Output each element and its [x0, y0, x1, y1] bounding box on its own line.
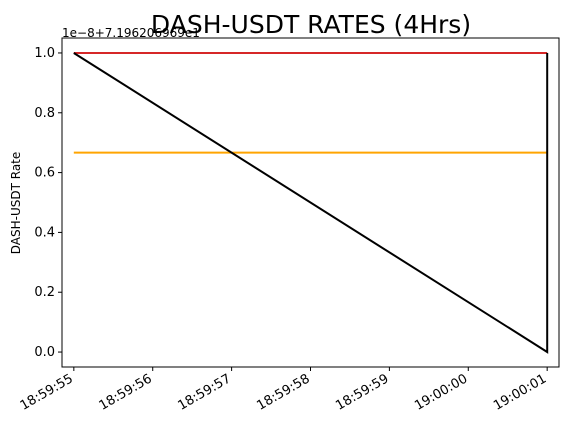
x-tick-label: 19:00:00	[412, 371, 470, 413]
x-tick-label: 18:59:57	[176, 371, 234, 413]
y-tick-label: 0.4	[34, 225, 55, 240]
x-tick-label: 18:59:55	[18, 371, 76, 413]
x-tick-label: 19:00:01	[491, 371, 549, 413]
y-tick-label: 1.0	[34, 46, 55, 61]
y-tick-label: 0.0	[34, 345, 55, 360]
y-axis-label: DASH-USDT Rate	[9, 152, 23, 255]
y-tick-label: 0.2	[34, 285, 55, 300]
y-ticks: 0.0 0.2 0.4 0.6 0.8 1.0	[34, 46, 62, 360]
x-tick-label: 18:59:58	[254, 371, 312, 413]
plot-frame	[61, 37, 560, 368]
plot-lines	[73, 52, 549, 354]
y-tick-label: 0.6	[34, 166, 55, 181]
series-line-2	[73, 52, 549, 354]
y-offset-text: 1e−8+7.196206969e1	[62, 26, 200, 40]
x-tick-label: 18:59:56	[97, 371, 155, 413]
x-tick-label: 18:59:59	[333, 371, 391, 413]
y-tick-label: 0.8	[34, 106, 55, 121]
x-ticks: 18:59:55 18:59:56 18:59:57 18:59:58 18:59:59…	[18, 367, 549, 414]
chart-title: DASH-USDT RATES (4Hrs)	[151, 10, 471, 39]
